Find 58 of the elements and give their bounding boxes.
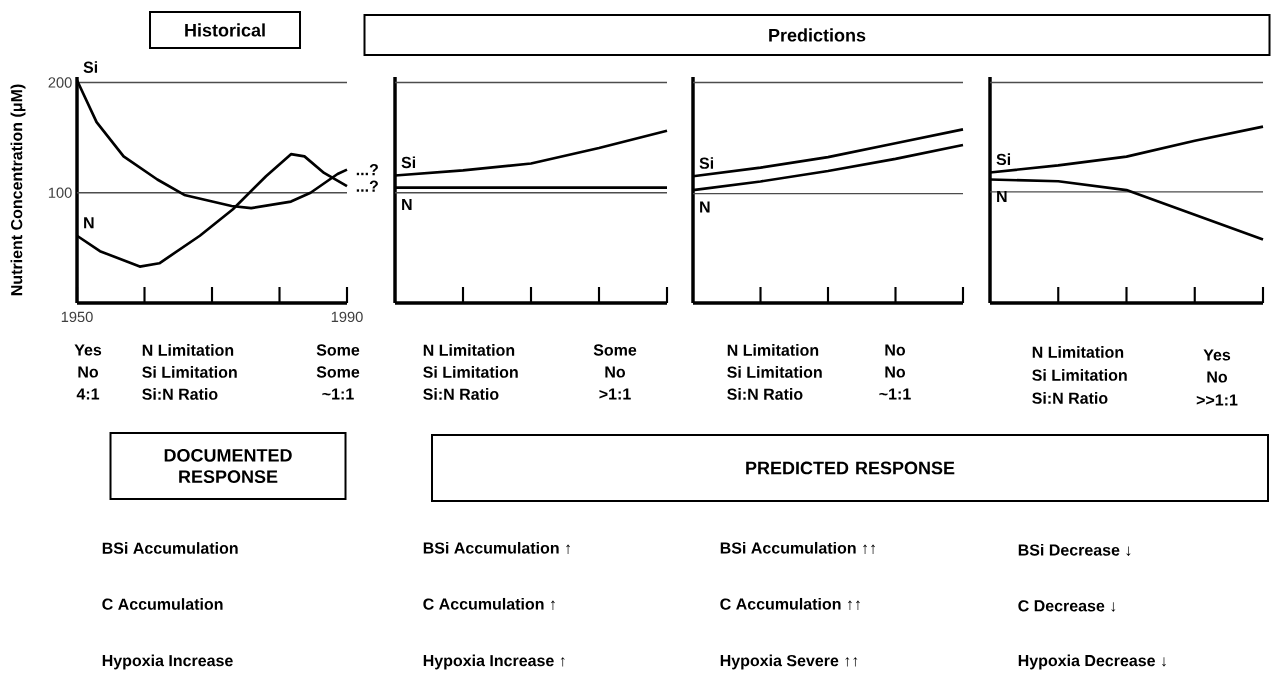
text: Si:N Ratio	[1032, 392, 1108, 404]
text: PREDICTED RESPONSE	[746, 461, 955, 475]
series-label: Si	[83, 61, 98, 73]
series-label: N	[700, 201, 710, 213]
text: C Accumulation ↑	[423, 597, 555, 611]
text: Some	[316, 344, 360, 356]
text: Si Limitation	[727, 366, 822, 378]
text: Hypoxia Increase ↑	[423, 654, 565, 670]
text: No	[605, 366, 626, 378]
text: BSi Accumulation ↑	[423, 541, 570, 555]
text: >1:1	[599, 388, 631, 400]
text: 4:1	[76, 388, 100, 400]
series-label: N	[997, 190, 1007, 202]
text: Some	[316, 366, 360, 378]
text: >>1:1	[1196, 394, 1238, 406]
text: Si:N Ratio	[727, 388, 803, 400]
text: C Decrease ↓	[1018, 600, 1116, 612]
text: Si Limitation	[142, 366, 237, 378]
text: C Accumulation	[102, 598, 223, 610]
text: DOCUMENTED RESPONSE	[164, 448, 292, 484]
text: Some	[593, 344, 637, 356]
series-label: Si	[401, 156, 416, 169]
text: Si:N Ratio	[142, 388, 218, 400]
text: BSi Accumulation	[102, 542, 238, 554]
text: No	[885, 344, 906, 356]
text: Si Limitation	[1032, 369, 1127, 381]
text: No	[885, 366, 906, 378]
y-axis-title: Nutrient Concentration (μM)	[10, 84, 26, 296]
series-label: Si	[996, 153, 1011, 166]
text: Yes	[74, 344, 102, 356]
text: N Limitation	[142, 344, 234, 356]
text: N Limitation	[1032, 346, 1124, 358]
text: N Limitation	[727, 344, 819, 356]
series-label: N	[402, 198, 412, 210]
text: No	[1207, 371, 1228, 383]
x-tick-label: 1990	[331, 311, 363, 323]
y-tick-label: 100	[48, 187, 72, 198]
annotation: ...?	[356, 180, 378, 192]
text: Hypoxia Increase	[102, 654, 233, 670]
text: N Limitation	[423, 344, 515, 356]
text: Si:N Ratio	[423, 388, 499, 400]
text: BSi Accumulation ↑↑	[720, 541, 875, 555]
annotation: ...?	[356, 164, 378, 176]
series-label: N	[84, 217, 94, 229]
x-tick-label: 1950	[61, 311, 93, 323]
text: ~1:1	[879, 388, 911, 400]
chart-title: Historical	[185, 23, 265, 37]
series-label: Si	[699, 157, 714, 169]
text: BSi Decrease ↓	[1018, 543, 1131, 557]
text: Hypoxia Severe ↑↑	[720, 654, 858, 670]
text: ~1:1	[322, 388, 354, 400]
chart-title: Predictions	[769, 28, 866, 42]
text: Hypoxia Decrease ↓	[1018, 654, 1166, 670]
text: No	[78, 366, 99, 378]
text: C Accumulation ↑↑	[720, 597, 860, 611]
y-tick-label: 200	[48, 77, 72, 88]
text: Yes	[1203, 349, 1231, 361]
text: Si Limitation	[423, 366, 518, 378]
